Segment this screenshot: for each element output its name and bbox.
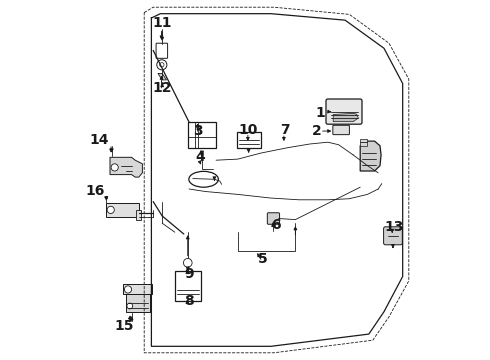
FancyBboxPatch shape [384,227,402,245]
Circle shape [157,60,167,70]
Text: 4: 4 [195,150,205,163]
Polygon shape [110,157,143,177]
Circle shape [124,286,132,293]
Polygon shape [360,141,381,171]
FancyBboxPatch shape [268,213,280,224]
Text: 8: 8 [184,294,194,307]
Text: 5: 5 [258,252,268,266]
Bar [175,271,201,301]
FancyBboxPatch shape [326,99,362,124]
Text: 11: 11 [152,17,172,30]
Circle shape [127,303,133,309]
FancyBboxPatch shape [333,125,349,135]
Polygon shape [158,73,167,80]
Polygon shape [360,139,368,146]
Circle shape [107,206,114,213]
FancyBboxPatch shape [237,132,261,148]
Text: 3: 3 [194,125,203,138]
Bar [188,122,216,148]
Text: 15: 15 [115,319,134,333]
FancyBboxPatch shape [106,203,139,217]
Text: 16: 16 [86,184,105,198]
Text: 7: 7 [280,123,290,136]
FancyBboxPatch shape [123,284,152,294]
Text: 9: 9 [184,267,194,280]
Text: 6: 6 [271,218,280,232]
Text: 1: 1 [316,107,325,120]
Circle shape [183,258,192,267]
Text: 10: 10 [239,123,258,136]
Polygon shape [333,113,358,122]
Text: 2: 2 [312,125,322,138]
Text: 14: 14 [90,134,109,147]
Ellipse shape [189,171,219,187]
FancyBboxPatch shape [126,294,149,312]
Text: 13: 13 [385,220,404,234]
Circle shape [111,164,118,171]
Polygon shape [136,210,141,220]
Circle shape [160,63,164,67]
FancyBboxPatch shape [156,43,168,58]
Text: 12: 12 [152,81,172,95]
